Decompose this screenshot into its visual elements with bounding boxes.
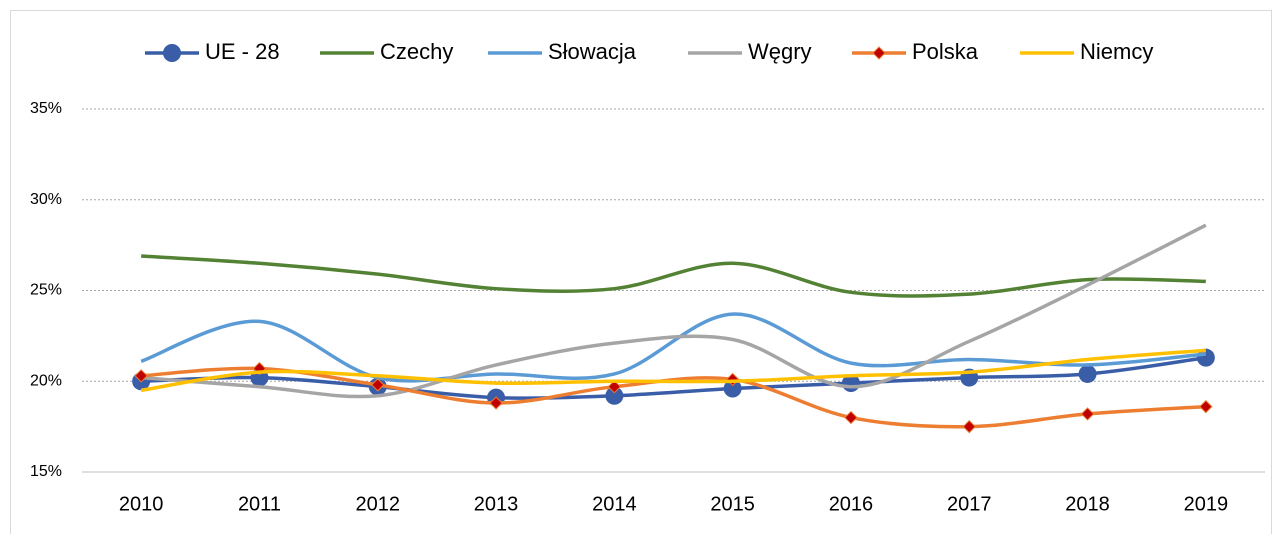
series-line	[140, 312, 1207, 383]
marker	[489, 396, 503, 410]
marker	[134, 369, 148, 383]
legend-marker	[872, 46, 886, 60]
y-tick-label: 25%	[30, 282, 62, 299]
marker	[1199, 399, 1213, 414]
chart-frame	[10, 10, 1272, 534]
marker	[607, 379, 622, 394]
marker	[723, 379, 742, 398]
y-tick-label: 20%	[30, 372, 62, 389]
marker	[962, 419, 976, 434]
marker	[844, 410, 858, 425]
x-tick-label: 2014	[592, 493, 637, 515]
x-tick-label: 2011	[238, 493, 281, 515]
legend-label: Niemcy	[1080, 39, 1153, 64]
marker	[1080, 407, 1095, 421]
series-line	[140, 348, 1206, 393]
x-tick-label: 2018	[1065, 493, 1110, 515]
x-tick-label: 2012	[356, 493, 401, 515]
x-tick-label: 2017	[947, 493, 992, 515]
marker	[605, 386, 624, 405]
x-tick-label: 2013	[474, 493, 519, 515]
x-tick-label: 2016	[829, 493, 874, 515]
x-tick-label: 2015	[710, 493, 755, 515]
marker	[371, 378, 385, 392]
series-line	[141, 366, 1206, 429]
y-tick-label: 30%	[30, 191, 62, 208]
marker	[1078, 364, 1097, 383]
y-tick-label: 35%	[30, 100, 62, 117]
legend-label: Słowacja	[548, 39, 637, 64]
series-line	[141, 254, 1206, 298]
legend-marker	[163, 44, 181, 62]
series-line	[141, 355, 1207, 400]
legend-label: UE - 28	[205, 39, 280, 64]
x-tick-label: 2019	[1184, 493, 1229, 515]
legend-label: Czechy	[380, 39, 453, 64]
x-tick-label: 2010	[119, 493, 164, 515]
legend-label: Polska	[912, 39, 979, 64]
y-tick-label: 15%	[30, 463, 62, 480]
legend-label: Węgry	[748, 39, 812, 64]
series-line	[141, 223, 1207, 399]
